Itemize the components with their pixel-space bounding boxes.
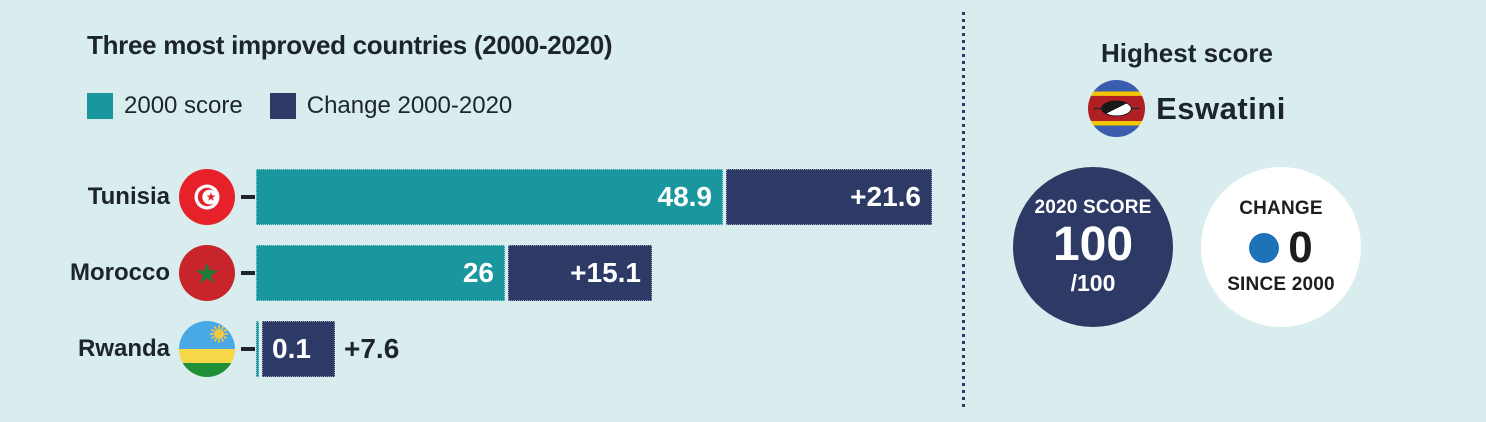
section-divider	[962, 12, 965, 410]
change-circle: CHANGE 0 SINCE 2000	[1201, 167, 1361, 327]
chart-legend: 2000 score Change 2000-2020	[87, 92, 512, 120]
score-circle-2020: 2020 SCORE 100 /100	[1013, 167, 1173, 327]
highest-score-title: Highest score	[1101, 38, 1273, 68]
highest-score-panel: Highest score Eswatini 2020 SCORE 100 /1…	[963, 0, 1411, 422]
change-circle-value: 0	[1288, 223, 1313, 272]
country-label-morocco: Morocco	[69, 259, 170, 286]
axis-tick	[235, 347, 256, 351]
score-circle-label: 2020 SCORE	[1034, 196, 1152, 218]
change-dot-icon	[1249, 233, 1280, 263]
eswatini-flag-icon	[1088, 80, 1146, 137]
change-bar-tunisia: +21.6	[726, 169, 932, 225]
score-bar-rwanda	[256, 321, 259, 377]
country-label-rwanda: Rwanda	[77, 335, 170, 362]
legend-swatch-change	[269, 93, 296, 119]
chart-row-morocco: Morocco 26 +15.1	[0, 245, 652, 301]
highest-score-country-name: Eswatini	[1156, 90, 1286, 126]
highest-score-country: Eswatini	[963, 80, 1411, 137]
legend-label-change: Change 2000-2020	[306, 92, 513, 119]
legend-label-2000-score: 2000 score	[124, 92, 243, 119]
axis-tick-line	[241, 347, 255, 351]
change-value-row: 0	[1249, 223, 1313, 272]
score-circle-value: 100	[1052, 217, 1134, 271]
chart-row-rwanda: Rwanda 0.1 +7.6	[0, 321, 399, 377]
score-circle-suffix: /100	[1070, 270, 1116, 297]
rwanda-flag-icon	[179, 321, 235, 377]
axis-tick-line	[241, 195, 255, 199]
chart-row-tunisia: Tunisia 48.9 +21.6	[0, 169, 932, 225]
change-bar-rwanda: 0.1	[262, 321, 335, 377]
axis-tick	[235, 271, 256, 275]
score-value-rwanda: 0.1	[272, 333, 311, 364]
legend-item-2000-score: 2000 score	[87, 92, 243, 120]
score-value-tunisia: 48.9	[657, 181, 713, 212]
change-value-morocco: +15.1	[570, 257, 641, 288]
legend-item-change: Change 2000-2020	[269, 92, 513, 120]
morocco-flag-icon	[179, 245, 235, 301]
score-value-morocco: 26	[462, 257, 494, 288]
chart-title: Three most improved countries (2000-2020…	[87, 30, 613, 60]
change-value-rwanda: +7.6	[344, 333, 400, 364]
legend-swatch-2000-score	[87, 93, 113, 119]
score-bar-morocco: 26	[256, 245, 505, 301]
change-circle-label: CHANGE	[1239, 198, 1323, 219]
score-circles: 2020 SCORE 100 /100 CHANGE 0 SINCE 2000	[1013, 167, 1361, 327]
change-bar-morocco: +15.1	[508, 245, 652, 301]
axis-tick-line	[241, 271, 255, 275]
tunisia-flag-icon	[179, 169, 235, 225]
change-circle-sublabel: SINCE 2000	[1227, 274, 1335, 295]
country-label-tunisia: Tunisia	[87, 183, 170, 210]
axis-tick	[235, 195, 256, 199]
score-bar-tunisia: 48.9	[256, 169, 723, 225]
change-value-tunisia: +21.6	[850, 181, 921, 212]
